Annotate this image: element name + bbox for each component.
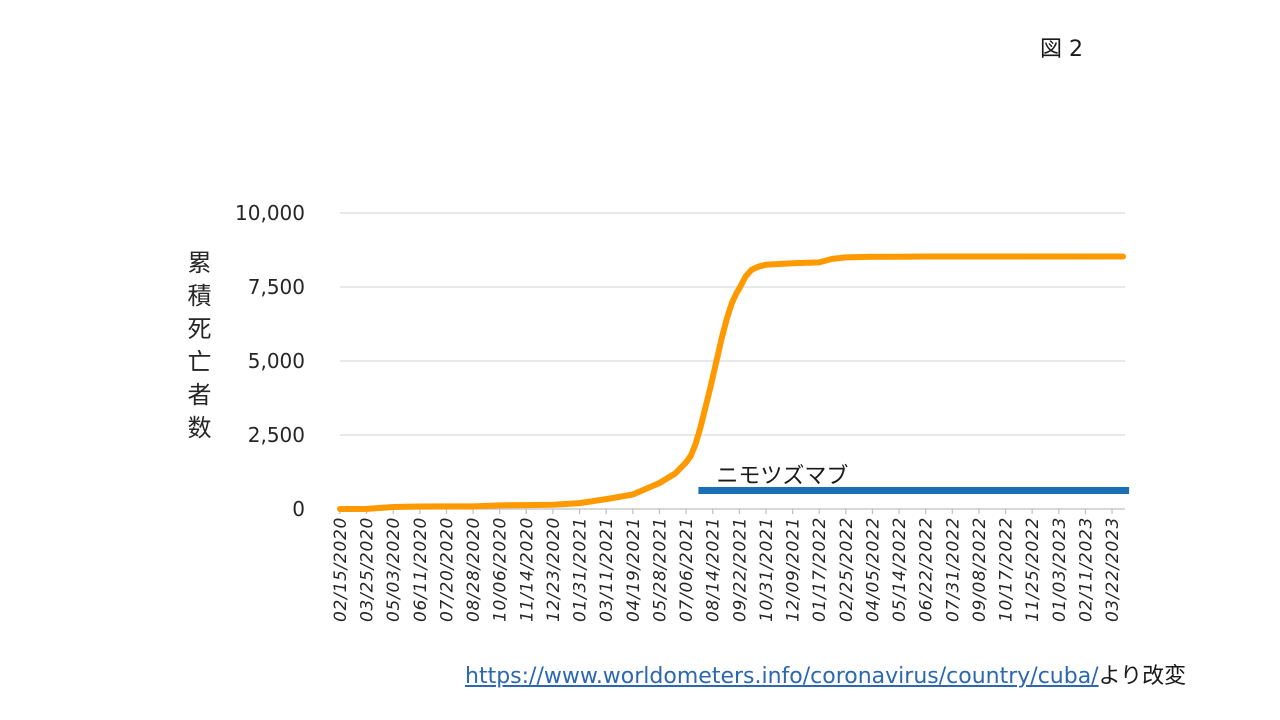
data-point <box>444 503 449 509</box>
annotation-layer: ニモツズマブ <box>698 464 1130 494</box>
y-tick-label: 2,500 <box>248 423 305 447</box>
x-tick-label: 10/31/2021 <box>757 517 777 622</box>
data-point <box>390 504 396 510</box>
data-point <box>470 503 476 509</box>
data-point <box>923 254 929 259</box>
x-tick-label: 01/17/2022 <box>810 517 830 622</box>
x-tick-label: 05/14/2022 <box>890 517 910 622</box>
data-point <box>697 425 703 431</box>
data-point <box>816 259 822 265</box>
x-tick-label: 12/09/2021 <box>784 517 804 622</box>
data-point <box>1120 254 1126 259</box>
data-point <box>763 262 769 268</box>
data-point <box>630 492 636 497</box>
data-point <box>523 502 529 508</box>
y-tick-label: 0 <box>292 497 305 521</box>
data-point <box>672 471 678 476</box>
x-tick-label: 08/14/2021 <box>704 517 724 622</box>
x-tick-label: 02/15/2020 <box>331 517 351 622</box>
x-tick-label: 04/05/2022 <box>863 517 883 622</box>
data-point <box>378 505 384 511</box>
data-point <box>1082 254 1088 259</box>
x-tick-label: 06/22/2022 <box>917 517 937 622</box>
x-tick-label: 10/17/2022 <box>997 517 1017 622</box>
data-point <box>688 453 694 459</box>
data-point <box>693 441 699 447</box>
axis-label-layer: 0 2,500 5,000 7,500 10,000 02/15/2020 03/25/20… <box>235 201 1123 622</box>
x-tick-label: 02/11/2023 <box>1076 517 1096 622</box>
x-tick-label: 11/25/2022 <box>1023 517 1043 622</box>
x-tick-label: 07/20/2020 <box>438 517 458 622</box>
x-tick-label: 03/25/2020 <box>358 517 378 622</box>
y-tick-label: 7,500 <box>248 275 305 299</box>
data-point <box>829 256 835 262</box>
data-point <box>869 254 875 260</box>
data-point <box>743 274 748 280</box>
x-tick-label: 02/25/2022 <box>837 517 857 622</box>
x-tick-label: 05/28/2021 <box>651 517 671 622</box>
data-point <box>1056 254 1062 259</box>
x-tick-label: 10/06/2020 <box>491 517 511 622</box>
data-point <box>710 374 716 380</box>
data-point <box>1003 254 1008 259</box>
x-tick-label: 05/03/2020 <box>384 517 404 622</box>
y-tick-label: 10,000 <box>235 201 305 225</box>
x-tick-label: 03/11/2021 <box>597 517 617 622</box>
data-point <box>715 354 720 360</box>
data-point <box>896 254 902 260</box>
series-layer <box>337 253 1126 512</box>
figure-label: 図 2 <box>1040 37 1083 62</box>
data-point <box>1029 254 1035 259</box>
data-point <box>949 254 955 259</box>
period-label: ニモツズマブ <box>716 464 848 489</box>
source-suffix: より改変 <box>1098 664 1187 689</box>
data-point <box>724 315 730 321</box>
data-point <box>702 405 708 411</box>
data-point <box>790 260 796 266</box>
data-point <box>734 290 740 296</box>
data-point <box>736 286 742 291</box>
data-point <box>337 506 343 512</box>
y-tick-label: 5,000 <box>248 349 305 373</box>
data-point <box>683 459 689 465</box>
data-point <box>755 264 761 270</box>
x-tick-label: 07/31/2022 <box>943 517 963 622</box>
y-axis-title: 累積死亡者数 <box>183 250 211 448</box>
data-point <box>1109 254 1115 259</box>
data-point <box>719 333 725 339</box>
x-tick-label: 04/19/2021 <box>624 517 644 622</box>
data-point <box>707 386 713 392</box>
data-point <box>417 504 423 509</box>
data-point <box>497 502 503 508</box>
data-point <box>364 506 370 512</box>
data-point <box>843 254 849 260</box>
x-tick-label: 07/06/2021 <box>677 517 697 622</box>
x-tick-label: 09/22/2021 <box>730 517 750 622</box>
data-point <box>577 500 583 506</box>
source-link[interactable]: https://www.worldometers.info/coronaviru… <box>465 664 1099 689</box>
x-tick-label: 12/23/2020 <box>544 517 564 622</box>
data-point <box>749 267 755 273</box>
x-tick-label: 01/31/2021 <box>571 517 591 622</box>
grid-layer <box>339 212 1125 514</box>
x-tick-label: 09/08/2022 <box>970 517 990 622</box>
data-point <box>603 496 609 502</box>
x-tick-label: 08/28/2020 <box>464 517 484 622</box>
series-line <box>337 253 1126 512</box>
data-point <box>550 502 556 508</box>
data-point <box>657 480 662 486</box>
period-bar <box>698 487 1130 494</box>
x-tick-label: 11/14/2020 <box>517 517 537 622</box>
data-point <box>976 254 982 259</box>
data-point <box>353 506 359 512</box>
data-point <box>729 300 735 306</box>
x-tick-label: 03/22/2023 <box>1103 517 1123 622</box>
source-credit: https://www.worldometers.info/coronaviru… <box>465 662 1186 692</box>
x-tick-label: 01/03/2023 <box>1050 517 1070 622</box>
x-tick-label: 06/11/2020 <box>411 517 431 622</box>
